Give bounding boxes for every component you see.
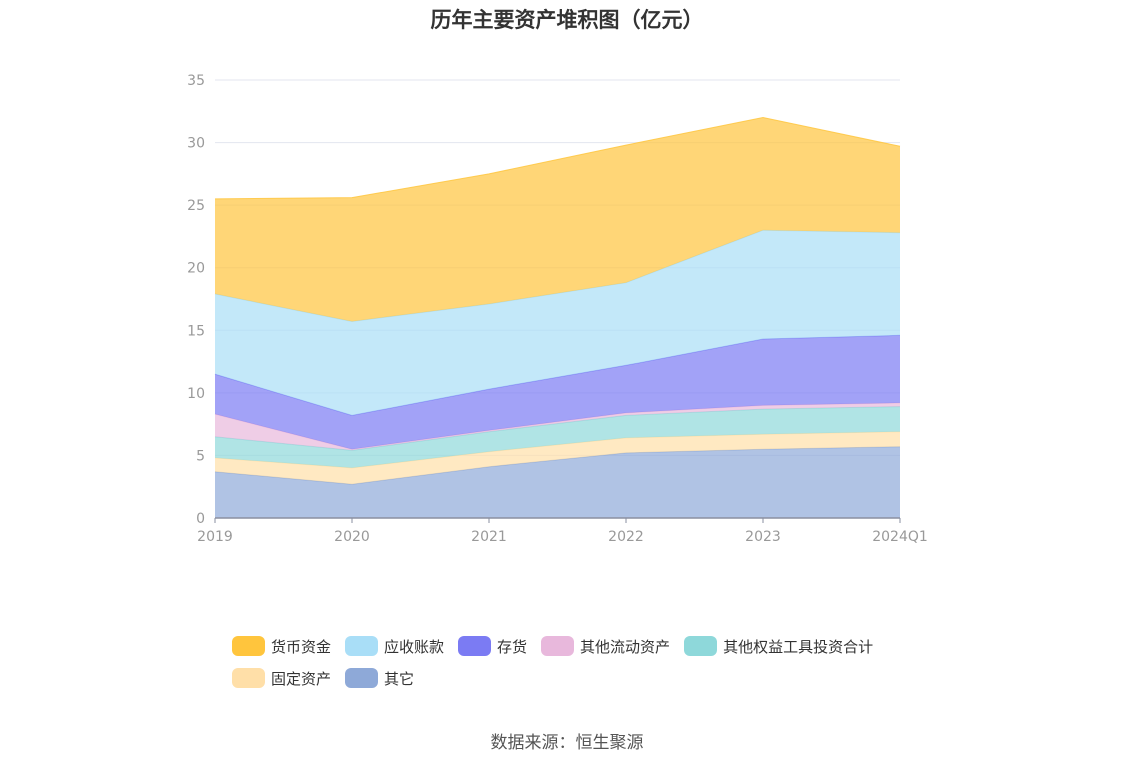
- legend-swatch-inventory: [458, 636, 492, 656]
- x-tick-label: 2019: [197, 529, 233, 545]
- legend-item-fixed-assets[interactable]: 固定资产: [232, 668, 331, 689]
- area-series-5[interactable]: [215, 230, 900, 416]
- x-tick-label: 2020: [334, 529, 370, 545]
- legend-item-cash[interactable]: 货币资金: [232, 636, 331, 657]
- legend-item-other-equity-investments[interactable]: 其他权益工具投资合计: [684, 636, 873, 657]
- area-edge-series-6: [214, 116, 901, 200]
- legend-item-inventory[interactable]: 存货: [458, 636, 527, 657]
- legend-item-receivables[interactable]: 应收账款: [345, 636, 444, 657]
- legend-label-cash: 货币资金: [271, 637, 332, 656]
- y-tick-label: 20: [187, 261, 205, 277]
- x-tick-label: 2022: [608, 529, 644, 545]
- legend-label-inventory: 存货: [497, 637, 528, 656]
- legend-swatch-other-current-assets: [541, 636, 575, 656]
- legend-item-other[interactable]: 其它: [345, 668, 414, 689]
- y-tick-label: 25: [187, 198, 205, 214]
- area-series-2[interactable]: [215, 406, 900, 468]
- legend-label-receivables: 应收账款: [384, 637, 445, 656]
- legend-label-other-equity-investments: 其他权益工具投资合计: [723, 637, 874, 656]
- x-tick-label: 2023: [745, 529, 781, 545]
- y-tick-label: 5: [196, 448, 205, 464]
- legend-swatch-other-equity-investments: [684, 636, 718, 656]
- axis-layer: 0 5 10 15 20 25 30 35 2019 2020 2021 2022 2023 2024Q1: [187, 73, 928, 545]
- legend-row-2: 固定资产 其它: [232, 662, 932, 694]
- legend-swatch-cash: [232, 636, 265, 656]
- area-series-3[interactable]: [215, 402, 900, 451]
- stacked-area-chart: 0 5 10 15 20 25 30 35 2019 2020 2021 2022 2023 2024Q1: [187, 73, 928, 545]
- x-tick-label: 2021: [471, 529, 507, 545]
- legend-label-other: 其它: [384, 669, 415, 688]
- area-series-6[interactable]: [215, 117, 900, 322]
- legend: 货币资金 应收账款 存货 其他流动资产 其他权益工具投资合计 固定资产 其它: [232, 630, 932, 694]
- legend-label-other-current-assets: 其他流动资产: [580, 637, 671, 656]
- area-series-0[interactable]: [215, 446, 900, 518]
- legend-swatch-receivables: [345, 636, 379, 656]
- legend-swatch-fixed-assets: [232, 668, 265, 688]
- area-series-4[interactable]: [215, 335, 900, 450]
- legend-item-other-current-assets[interactable]: 其他流动资产: [541, 636, 670, 657]
- y-tick-label: 0: [196, 511, 205, 527]
- legend-label-fixed-assets: 固定资产: [271, 669, 332, 688]
- x-tick-label: 2024Q1: [872, 529, 928, 545]
- data-source: 数据来源：恒生聚源: [490, 733, 644, 753]
- area-series-1[interactable]: [215, 431, 900, 485]
- y-tick-label: 35: [187, 73, 205, 89]
- legend-swatch-other: [345, 668, 379, 688]
- y-tick-label: 10: [187, 386, 205, 402]
- y-tick-label: 30: [187, 136, 205, 152]
- chart-title: 历年主要资产堆积图（亿元）: [430, 8, 704, 32]
- legend-row-1: 货币资金 应收账款 存货 其他流动资产 其他权益工具投资合计: [232, 630, 932, 662]
- y-tick-label: 15: [187, 323, 205, 339]
- area-layer: [214, 116, 901, 518]
